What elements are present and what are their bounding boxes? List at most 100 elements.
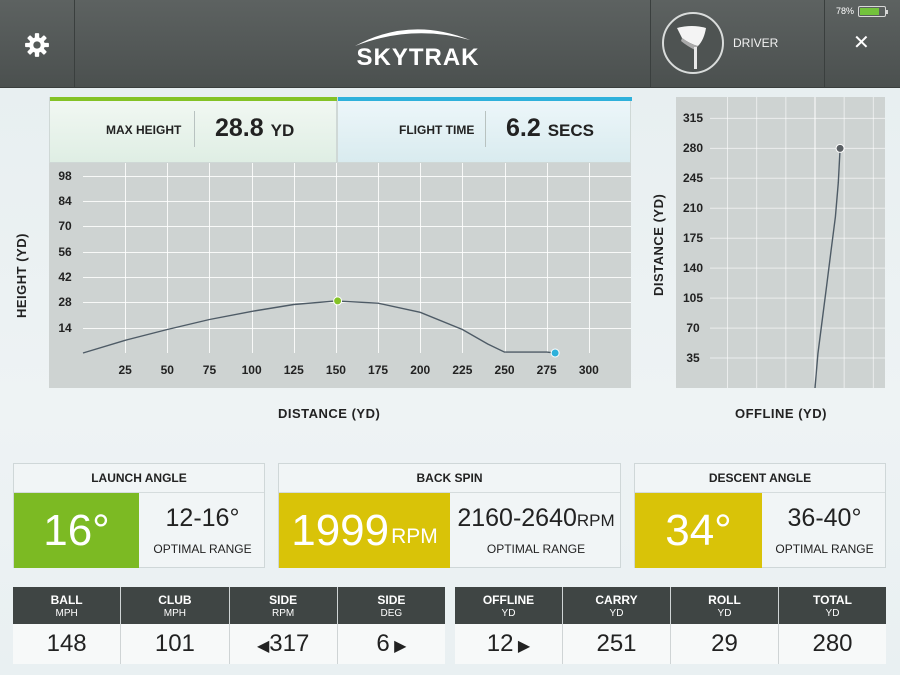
back-spin-range: 2160-2640RPM: [450, 504, 622, 533]
back-spin-range-label: OPTIMAL RANGE: [486, 542, 586, 556]
grid-line: [83, 302, 631, 304]
header-divider: [74, 0, 75, 88]
left-arrow-icon: ◀: [256, 638, 270, 655]
logo-text: SKYTRAK: [356, 44, 480, 71]
data-cell-header: SIDE RPM: [229, 587, 337, 624]
y-tick-label: 98: [58, 168, 72, 183]
descent-angle-title: DESCENT ANGLE: [635, 464, 885, 493]
flight-time-panel: FLIGHT TIME 6.2 SECS: [337, 97, 632, 163]
grid-line: [378, 163, 380, 353]
close-icon[interactable]: ✕: [853, 32, 870, 54]
descent-angle-number: 34°: [665, 505, 732, 555]
grid-line: [83, 327, 631, 329]
data-cell-unit: YD: [825, 608, 840, 619]
data-cell-label: CARRY: [595, 593, 638, 607]
header-divider: [650, 0, 651, 88]
data-cell-header: CARRY YD: [563, 587, 670, 624]
data-cell-label: TOTAL: [813, 593, 852, 607]
top-bar: SKYTRAK DRIVER ✕ 78%: [0, 0, 900, 88]
max-height-label: MAX HEIGHT: [106, 123, 182, 137]
y-tick-label: 105: [682, 291, 704, 306]
club-name[interactable]: DRIVER: [733, 36, 779, 50]
grid-line: [251, 163, 253, 353]
data-cell-header: TOTAL YD: [779, 587, 886, 624]
grid-line: [83, 277, 631, 278]
grid-line: [83, 201, 631, 202]
launch-angle-value: 16°: [14, 493, 139, 568]
data-cell-unit: YD: [717, 608, 732, 619]
x-tick-label: 225: [452, 363, 473, 377]
x-tick-label: 175: [368, 363, 389, 377]
flight-time-unit: SECS: [547, 121, 595, 140]
offline-y-axis-title: DISTANCE (YD): [651, 193, 666, 296]
grid-line: [83, 175, 631, 177]
data-cell-label: BALL: [50, 593, 83, 607]
launch-angle-range: 12-16°: [139, 504, 266, 533]
back-spin-title: BACK SPIN: [279, 464, 620, 493]
logo-swoosh-icon: [355, 29, 470, 46]
gear-icon[interactable]: [24, 32, 50, 58]
launch-angle-number: 16°: [43, 505, 110, 555]
x-tick-label: 50: [160, 363, 174, 377]
grid-line: [209, 163, 211, 353]
grid-line: [588, 163, 590, 353]
descent-angle-range: 36-40°: [762, 504, 887, 533]
data-cell-label: ROLL: [708, 593, 741, 607]
data-cell-value: 280: [812, 630, 853, 657]
accent-bar: [50, 97, 338, 101]
y-tick-label: 56: [58, 244, 72, 259]
stat-divider: [194, 111, 195, 147]
y-tick-label: 14: [58, 320, 72, 335]
data-cell-header: SIDE DEG: [337, 587, 445, 624]
right-arrow-icon: ▶: [389, 638, 407, 655]
skytrak-logo: SKYTRAK: [330, 18, 490, 74]
back-spin-number: 1999: [291, 505, 390, 555]
trajectory-chart: 25 50 75 100 125 150 175 200 225 250 275 300 14 28 42 5…: [49, 163, 631, 388]
x-tick-label: 250: [494, 363, 515, 377]
launch-angle-card: LAUNCH ANGLE 16° 12-16° OPTIMAL RANGE: [13, 463, 265, 568]
data-cell-label: SIDE: [269, 593, 298, 607]
ball-club-data-table: BALL MPH 148 CLUB MPH 101 SIDE RPM ◀317 SIDE DEG 6 …: [13, 587, 445, 664]
x-tick-label: 275: [536, 363, 557, 377]
data-cell-value-row: 6 ▶: [338, 624, 445, 664]
data-cell-unit: YD: [501, 608, 516, 619]
x-tick-label: 100: [241, 363, 262, 377]
club-selector[interactable]: [662, 12, 724, 74]
data-cell-value-row: 251: [563, 624, 670, 664]
max-height-unit: YD: [270, 121, 295, 140]
data-cell-value: 6: [376, 630, 390, 657]
ball-flight-line: [82, 300, 556, 354]
data-cell-offline-yd: OFFLINE YD 12 ▶: [455, 587, 562, 664]
offline-svg: [710, 97, 885, 388]
y-tick-label: 70: [686, 321, 700, 336]
x-tick-label: 200: [410, 363, 431, 377]
y-tick-label: 315: [682, 111, 704, 126]
data-cell-side-rpm: SIDE RPM ◀317: [228, 587, 337, 664]
data-cell-carry-yd: CARRY YD 251: [562, 587, 670, 664]
data-cell-unit: DEG: [380, 608, 403, 619]
y-tick-label: 210: [682, 201, 704, 216]
trajectory-x-axis-title: DISTANCE (YD): [278, 406, 381, 421]
descent-angle-value: 34°: [635, 493, 762, 568]
max-height-panel: MAX HEIGHT 28.8 YD: [49, 97, 338, 163]
y-tick-label: 245: [682, 171, 704, 186]
data-cell-value-row: 148: [13, 624, 120, 664]
accent-bar: [338, 97, 632, 101]
data-cell-label: OFFLINE: [482, 593, 535, 607]
data-cell-label: SIDE: [377, 593, 406, 607]
data-cell-unit: YD: [609, 608, 624, 619]
data-cell-header: BALL MPH: [13, 587, 121, 624]
y-tick-label: 35: [686, 351, 700, 366]
data-cell-header: CLUB MPH: [121, 587, 229, 624]
battery-indicator: 78%: [836, 5, 889, 17]
grid-line: [335, 163, 337, 353]
y-tick-label: 28: [58, 295, 72, 310]
back-spin-range-value: 2160-2640: [457, 504, 577, 532]
flight-time-value: 6.2 SECS: [506, 114, 594, 143]
battery-icon: [858, 5, 889, 17]
right-arrow-icon: ▶: [513, 638, 531, 655]
grid-line: [83, 226, 631, 228]
data-cell-value: 148: [46, 630, 87, 657]
header-divider: [824, 0, 825, 88]
data-cell-value-row: 101: [121, 624, 228, 664]
